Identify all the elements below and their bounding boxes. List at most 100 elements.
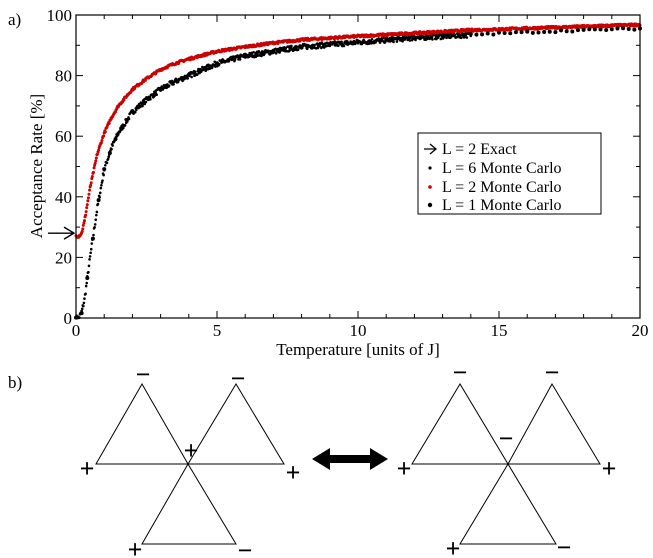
data-point <box>93 161 97 165</box>
data-point <box>164 85 169 90</box>
data-point <box>88 188 92 192</box>
exact-arrow-mark <box>48 226 76 240</box>
data-point <box>203 65 208 70</box>
data-point <box>581 27 586 32</box>
spin-sign: − <box>453 358 468 387</box>
data-point <box>93 225 96 229</box>
data-point <box>491 32 496 37</box>
dot-icon <box>428 166 432 170</box>
data-point <box>389 38 394 43</box>
data-point <box>89 183 93 187</box>
data-point <box>508 31 513 36</box>
data-point <box>372 39 377 44</box>
data-point <box>119 126 124 131</box>
y-axis-label: Acceptance Rate [%] <box>27 94 46 238</box>
y-tick-label: 0 <box>64 309 73 328</box>
data-point <box>98 195 101 199</box>
data-point <box>293 45 298 50</box>
data-point <box>80 229 84 233</box>
data-point <box>90 174 94 178</box>
legend-entry: L = 2 Monte Carlo <box>428 179 562 196</box>
data-point <box>96 198 101 203</box>
right-signs: − − − + + + − <box>397 358 617 558</box>
data-point <box>91 170 95 174</box>
y-tick-label: 60 <box>55 127 72 146</box>
data-point <box>99 141 103 145</box>
data-point <box>271 48 276 53</box>
data-point <box>97 148 101 152</box>
data-point <box>316 43 321 48</box>
dot-icon <box>427 202 433 208</box>
data-point <box>107 155 111 158</box>
data-point <box>559 28 564 33</box>
data-point <box>135 108 138 112</box>
data-point <box>141 101 146 106</box>
data-point <box>350 41 355 46</box>
data-point <box>89 247 93 251</box>
legend-entry: L = 2 Exact <box>424 141 517 158</box>
data-point <box>423 35 428 40</box>
spin-sign: + <box>184 436 199 465</box>
legend-label: L = 2 Monte Carlo <box>442 179 562 196</box>
spin-sign: + <box>602 454 617 483</box>
data-point <box>147 95 152 100</box>
data-point <box>136 104 141 109</box>
spin-sign: − <box>238 536 253 558</box>
data-point <box>480 32 485 37</box>
data-point <box>384 37 389 42</box>
triangle-top-right <box>187 383 285 465</box>
data-point <box>446 33 451 38</box>
x-tick-labels: 0 5 10 15 20 <box>72 321 649 340</box>
data-point <box>553 30 558 35</box>
data-point <box>418 36 423 41</box>
data-point <box>502 31 507 36</box>
data-point <box>84 213 88 217</box>
data-point <box>169 80 174 85</box>
data-point <box>105 161 109 165</box>
data-point <box>89 251 92 255</box>
data-point <box>274 52 278 55</box>
triangle-bottom <box>459 463 557 545</box>
data-point <box>265 49 270 54</box>
panel-label-a: a) <box>8 10 21 29</box>
data-point <box>587 27 592 32</box>
legend-entry: L = 1 Monte Carlo <box>427 197 562 214</box>
data-point <box>322 42 327 47</box>
exact-value-arrow <box>48 226 76 240</box>
dot-icon <box>428 185 432 189</box>
data-point <box>100 138 104 142</box>
data-point <box>370 37 374 41</box>
data-point <box>615 26 620 31</box>
data-point <box>207 63 210 67</box>
data-point <box>412 35 417 40</box>
x-tick-label: 10 <box>350 321 367 340</box>
right-configuration <box>411 382 601 545</box>
data-point <box>84 210 88 214</box>
data-point <box>310 43 315 48</box>
data-point <box>361 40 366 45</box>
axis-ticks <box>75 14 641 319</box>
data-point <box>87 264 91 268</box>
spin-sign: − <box>545 358 560 387</box>
y-tick-label: 40 <box>55 188 72 207</box>
spin-sign: − <box>136 360 151 389</box>
data-point <box>99 186 103 190</box>
data-point <box>226 58 231 63</box>
legend-label: L = 1 Monte Carlo <box>442 197 562 214</box>
acceptance-rate-chart: 0 20 40 60 80 100 0 5 10 15 20 Temperatu… <box>27 6 649 359</box>
data-point <box>513 30 518 35</box>
spin-sign: − <box>557 533 572 558</box>
legend-entry: L = 6 Monte Carlo <box>428 160 562 177</box>
data-point <box>81 227 85 231</box>
data-point <box>248 52 253 57</box>
data-point <box>192 70 197 75</box>
triangle-top-left <box>411 383 509 465</box>
spin-sign: + <box>286 458 301 487</box>
data-point <box>89 181 93 185</box>
data-point <box>186 77 189 80</box>
data-point <box>395 40 399 43</box>
data-point <box>94 159 98 163</box>
data-point <box>277 49 282 54</box>
data-point <box>82 219 86 223</box>
arrow-icon <box>424 143 438 155</box>
